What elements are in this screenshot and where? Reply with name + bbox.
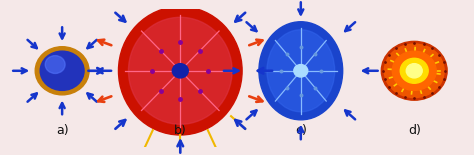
Ellipse shape	[384, 44, 444, 97]
Ellipse shape	[40, 51, 84, 90]
Ellipse shape	[406, 64, 422, 78]
Ellipse shape	[294, 64, 308, 77]
Text: d): d)	[408, 124, 420, 137]
Ellipse shape	[259, 22, 343, 120]
Ellipse shape	[118, 7, 242, 135]
Ellipse shape	[128, 17, 232, 124]
Ellipse shape	[267, 30, 335, 112]
Ellipse shape	[45, 56, 65, 73]
Ellipse shape	[400, 58, 428, 83]
Ellipse shape	[35, 47, 89, 95]
Ellipse shape	[392, 51, 436, 90]
Ellipse shape	[173, 64, 188, 78]
Ellipse shape	[381, 41, 447, 100]
Text: c): c)	[295, 124, 307, 137]
Text: b): b)	[174, 124, 187, 137]
Text: a): a)	[56, 124, 68, 137]
